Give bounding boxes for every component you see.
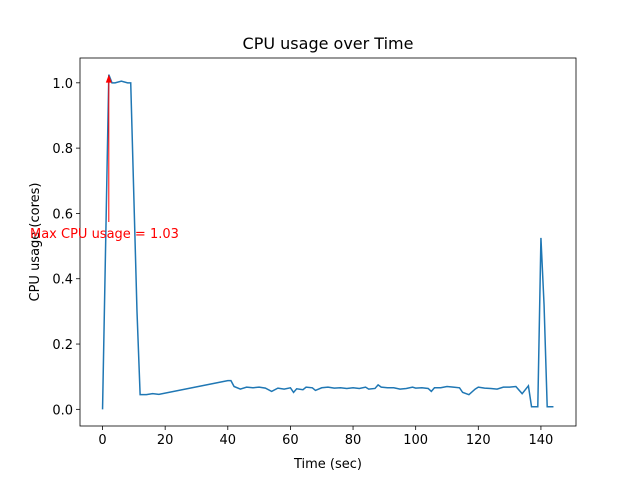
y-tick-label: 0.0 xyxy=(52,403,73,418)
y-tick-label: 0.6 xyxy=(52,207,73,222)
x-tick-label: 20 xyxy=(157,433,174,448)
y-tick-label: 0.8 xyxy=(52,142,73,157)
x-tick-label: 100 xyxy=(403,433,428,448)
chart-title: CPU usage over Time xyxy=(243,34,414,53)
x-axis-label: Time (sec) xyxy=(293,457,362,472)
y-tick-label: 1.0 xyxy=(52,77,73,92)
y-axis-label: CPU usage (cores) xyxy=(28,183,43,302)
x-tick-label: 120 xyxy=(466,433,491,448)
x-tick-label: 40 xyxy=(220,433,237,448)
x-tick-label: 60 xyxy=(282,433,299,448)
y-tick-label: 0.4 xyxy=(52,273,73,288)
x-tick-label: 140 xyxy=(529,433,554,448)
x-tick-label: 0 xyxy=(98,433,106,448)
x-tick-label: 80 xyxy=(345,433,362,448)
y-tick-label: 0.2 xyxy=(52,338,73,353)
line xyxy=(101,74,554,410)
annotation-arrowhead xyxy=(105,74,112,83)
plot-frame xyxy=(79,57,577,427)
annotation: Max CPU usage = 1.03 xyxy=(30,227,179,242)
